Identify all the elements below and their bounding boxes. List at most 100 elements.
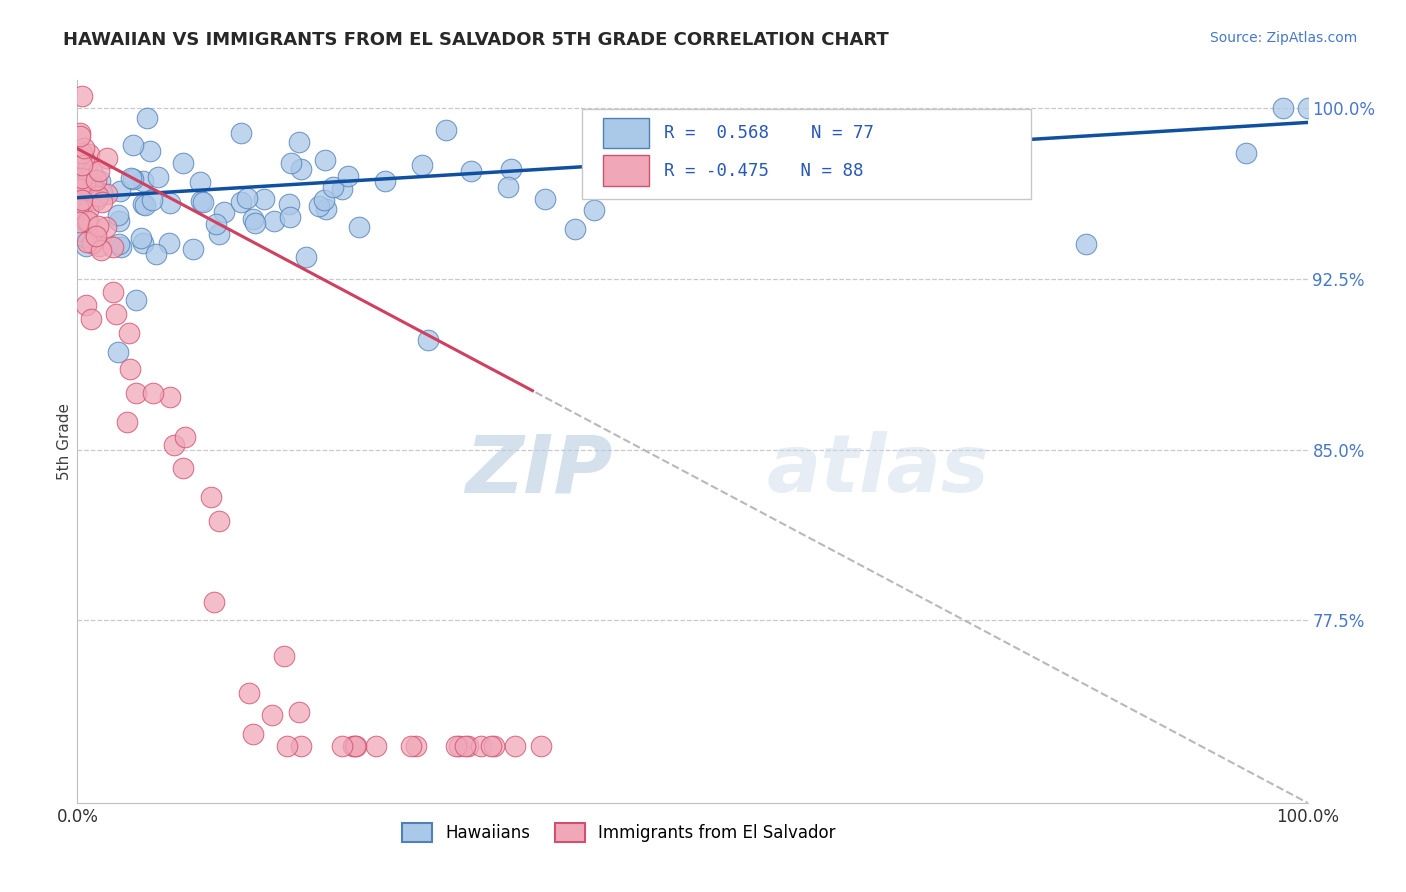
Point [530,739,553,753]
Point [107,345,129,359]
Point [337,169,360,183]
Point [69,211,91,226]
Point [243,216,266,230]
Point [70,158,93,172]
Point [288,135,311,149]
Point [84,229,107,244]
Point [344,739,367,753]
Point [965,158,987,172]
Point [70,169,93,184]
Point [107,208,129,222]
Point [200,490,222,504]
Point [89,174,111,188]
Point [121,138,143,153]
Point [87,163,110,178]
Point [145,247,167,261]
Point [77,203,100,218]
Point [583,203,606,218]
Point [131,231,153,245]
Point [447,739,470,753]
Point [181,243,204,257]
Point [72,141,94,155]
Point [77,147,100,161]
Point [80,164,103,178]
Point [330,182,353,196]
Point [564,222,586,236]
Point [101,240,124,254]
Point [69,126,91,140]
Point [83,227,105,242]
Point [804,169,827,183]
Point [278,197,301,211]
Point [278,210,301,224]
Point [72,178,94,192]
Point [193,195,215,210]
Point [75,239,97,253]
Point [322,180,344,194]
Point [70,199,93,213]
Point [69,183,91,197]
Point [96,152,118,166]
Point [142,385,165,400]
Point [315,202,337,216]
Point [263,214,285,228]
Point [236,191,259,205]
Point [479,739,502,753]
Point [470,739,492,753]
Point [454,739,477,753]
Point [280,156,302,170]
Point [117,415,139,429]
Point [159,390,181,404]
Point [120,170,142,185]
Point [76,215,98,229]
Point [503,739,526,753]
Point [72,151,94,165]
Y-axis label: 5th Grade: 5th Grade [56,403,72,480]
Point [162,437,184,451]
Point [125,385,148,400]
Text: R = -0.475   N = 88: R = -0.475 N = 88 [664,161,863,179]
Point [332,739,354,753]
Point [260,708,283,723]
Point [173,430,195,444]
Point [190,194,212,209]
Point [69,187,91,202]
Point [86,219,108,234]
Point [87,239,110,253]
Point [238,686,260,700]
Point [242,727,264,741]
Point [118,326,141,340]
Point [80,311,103,326]
Bar [603,118,650,148]
Point [134,198,156,212]
Point [295,250,318,264]
Point [73,177,96,191]
Point [91,194,114,209]
Point [499,162,522,177]
Point [82,181,104,195]
Point [70,223,93,237]
Text: R =  0.568    N = 77: R = 0.568 N = 77 [664,124,875,142]
Text: atlas: atlas [766,432,988,509]
Point [103,285,125,300]
Point [436,123,458,137]
Point [344,739,367,753]
Point [446,739,468,753]
Point [172,461,194,475]
Point [208,227,231,242]
Point [72,171,94,186]
Point [72,180,94,194]
Point [460,164,482,178]
Point [288,705,311,719]
Point [308,199,330,213]
Point [159,195,181,210]
Point [276,739,298,753]
Point [110,240,132,254]
Text: ZIP: ZIP [465,432,613,509]
Point [457,739,479,753]
Point [72,145,94,160]
Point [94,220,117,235]
Point [208,514,231,528]
Point [70,89,93,103]
Point [76,163,98,178]
